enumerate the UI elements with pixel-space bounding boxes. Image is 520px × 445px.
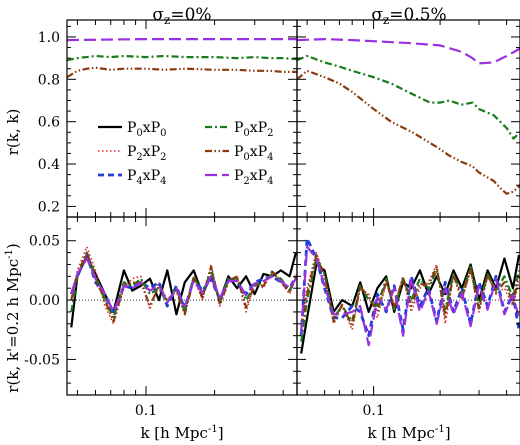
title-right-rest: =0.5%: [389, 5, 446, 25]
panel-bottom-left: -0.05 0.00 0.05 0.1: [24, 216, 298, 419]
title-right-sub: z: [383, 13, 389, 27]
title-left-sigma: σ: [152, 5, 164, 25]
legend-item-P0xP0: P0xP0: [98, 120, 167, 139]
legend-sub: 2: [136, 152, 142, 163]
legend-base: P: [234, 144, 243, 160]
legend-mid: xP: [250, 120, 267, 136]
y-tick-label: 0.2: [38, 199, 60, 215]
legend-label: P2xP4: [234, 168, 274, 187]
y-tick-label: 0.8: [38, 72, 60, 88]
y-tick-label: 0.4: [38, 157, 60, 173]
legend-sub: 4: [136, 176, 142, 187]
legend-item-P0xP4: P0xP4: [205, 144, 274, 163]
series-line-P2xP4: [297, 37, 520, 65]
xlabel-left-close: ]: [218, 424, 224, 442]
series-line-P0xP4: [70, 251, 297, 323]
panels: 0.2 0.4 0.6 0.8 1.0 -0.05 0.00 0.05 0.1 0.1: [24, 19, 520, 419]
xlabel-left: k [h Mpc-1]: [140, 424, 223, 442]
legend-item-P2xP4: P2xP4: [205, 168, 274, 187]
panel-top-left: 0.2 0.4 0.6 0.8 1.0: [38, 19, 298, 218]
plot-frame: [296, 216, 520, 396]
xlabel-left-sup: -1: [208, 424, 218, 435]
legend-mid: xP: [143, 144, 160, 160]
legend-label: P2xP2: [127, 144, 167, 163]
title-right: σz=0.5%: [371, 5, 446, 27]
series-line-P0xP4: [300, 253, 520, 330]
legend-base: P: [127, 120, 136, 136]
legend-base: P: [234, 168, 243, 184]
legend-sub: 4: [267, 176, 273, 187]
legend-label: P0xP0: [127, 120, 167, 139]
legend-sub: 0: [243, 128, 249, 139]
xlabel-right: k [h Mpc-1]: [367, 424, 450, 442]
series-line-P2xP4: [70, 257, 297, 313]
legend-base: P: [127, 144, 136, 160]
series-line-P0xP4: [67, 66, 297, 79]
ylabel-bottom: r(k, k'=0.2 h Mpc-1): [4, 243, 22, 392]
series-line-P2xP4: [300, 245, 520, 347]
series-line-P0xP2: [297, 54, 520, 140]
series-line-P0xP2: [67, 54, 297, 62]
legend-label: P4xP4: [127, 168, 167, 187]
x-tick-label: 0.1: [362, 403, 384, 419]
ylabel-bottom-close: ): [4, 243, 22, 249]
plot-frame: [66, 19, 298, 218]
title-right-sigma: σ: [371, 5, 383, 25]
legend-mid: xP: [250, 144, 267, 160]
xlabel-right-main: k [h Mpc: [367, 424, 435, 442]
series-line-P0xP4: [297, 69, 520, 195]
x-tick-label: 0.1: [135, 403, 157, 419]
legend-sub: 4: [160, 176, 166, 187]
plot-frame: [296, 19, 520, 218]
legend-sub: 4: [267, 152, 273, 163]
y-tick-label: 1.0: [38, 30, 60, 46]
panel-top-right: [296, 19, 520, 218]
legend-base: P: [127, 168, 136, 184]
series-line-P0xP0: [300, 254, 520, 354]
legend-item-P0xP2: P0xP2: [205, 120, 274, 139]
series-line-P0xP0: [70, 252, 297, 328]
legend-item-P4xP4: P4xP4: [98, 168, 167, 187]
legend-sub: 2: [243, 176, 249, 187]
y-tick-label: 0.05: [29, 234, 60, 250]
legend-sub: 2: [160, 152, 166, 163]
series-group: [67, 37, 297, 79]
series-line-P2xP2: [70, 245, 297, 325]
panel-bottom-right: 0.1: [296, 216, 520, 419]
title-left-rest: =0%: [170, 5, 211, 25]
legend-sub: 0: [160, 128, 166, 139]
legend-mid: xP: [143, 168, 160, 184]
legend-base: P: [234, 120, 243, 136]
legend-label: P0xP2: [234, 120, 274, 139]
xlabel-left-main: k [h Mpc: [140, 424, 208, 442]
legend-item-P2xP2: P2xP2: [98, 144, 167, 163]
ylabel-top: r(k, k): [4, 109, 22, 156]
ylabel-bottom-main: r(k, k'=0.2 h Mpc: [4, 259, 22, 393]
legend-sub: 0: [243, 152, 249, 163]
series-group: [299, 236, 520, 354]
title-left: σz=0%: [152, 5, 211, 27]
legend-mid: xP: [143, 120, 160, 136]
y-tick-label: 0.6: [38, 115, 60, 131]
series-group: [69, 245, 297, 328]
ylabel-bottom-sup: -1: [4, 249, 15, 259]
xlabel-right-close: ]: [445, 424, 451, 442]
series-group: [297, 37, 520, 195]
legend-mid: xP: [250, 168, 267, 184]
y-tick-label: 0.00: [29, 293, 60, 309]
series-line-P2xP4: [67, 37, 297, 42]
y-tick-label: -0.05: [24, 352, 60, 368]
legend-sub: 0: [136, 128, 142, 139]
xlabel-right-sup: -1: [435, 424, 445, 435]
title-left-sub: z: [164, 13, 170, 27]
legend-label: P0xP4: [234, 144, 274, 163]
legend-sub: 2: [267, 128, 273, 139]
